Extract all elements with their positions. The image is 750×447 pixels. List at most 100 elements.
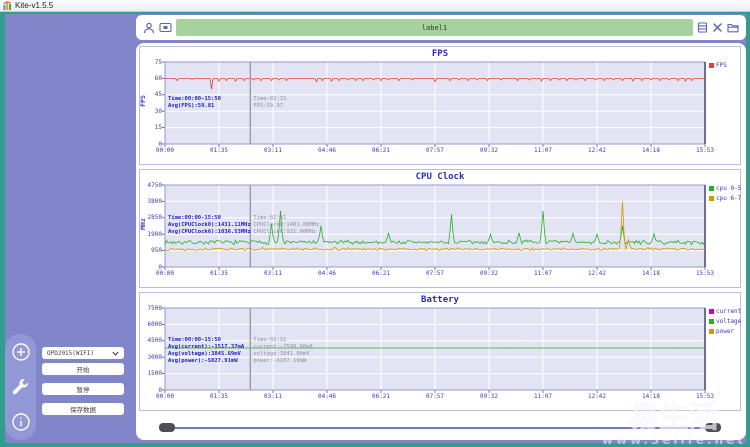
- annotation-summary: Time:00:00-15:50 Avg(FPS):59.81: [168, 96, 221, 110]
- x-tick-label: 03:11: [263, 270, 283, 277]
- x-tick-label: 04:46: [317, 147, 337, 154]
- annotation-line: Time:00:00-15:50: [168, 337, 221, 343]
- device-select-value: OPD2015(WIFI): [47, 349, 94, 357]
- chart-title: CPU Clock: [415, 172, 465, 182]
- time-range-slider-handle-right[interactable]: [705, 423, 721, 432]
- annotation-line: current:-1590.00mA: [253, 344, 313, 350]
- label-input[interactable]: label1: [176, 19, 693, 36]
- x-tick-label: 06:21: [371, 393, 391, 400]
- y-tick-label: 4500: [147, 337, 162, 345]
- x-tick-label: 12:42: [587, 393, 607, 400]
- annotation-line: Avg(current):-1517.37mA: [168, 344, 245, 350]
- annotation-line: Avg(CPUClock0):1431.11MHz: [168, 222, 251, 228]
- y-tick-label: 7500: [147, 304, 162, 312]
- save-data-button[interactable]: 保存数据: [42, 403, 124, 415]
- save-icon[interactable]: [697, 22, 708, 33]
- annotation-line: Avg(voltage):3845.69mV: [168, 351, 241, 357]
- x-tick-label: 15:53: [695, 270, 715, 277]
- tool-pill: [5, 334, 36, 440]
- start-button-label: 开始: [76, 366, 90, 374]
- y-tick-label: 3000: [147, 353, 162, 361]
- plot-area-battery[interactable]: [140, 293, 740, 410]
- app-logo-icon: [3, 1, 12, 10]
- x-tick-label: 09:32: [479, 147, 499, 154]
- cut-icon[interactable]: [712, 22, 723, 33]
- annotation-line: Avg(CPUClock6):1036.53MHz: [168, 229, 251, 235]
- legend-swatch: [709, 309, 714, 314]
- device-select[interactable]: OPD2015(WIFI): [42, 347, 124, 359]
- legend: FPS: [709, 62, 727, 72]
- x-tick-label: 12:42: [587, 147, 607, 154]
- plot-area-fps[interactable]: [140, 47, 740, 164]
- save-data-button-label: 保存数据: [70, 406, 96, 414]
- annotation-cursor: Time:02:31 CPUClock0:1401.00MHz CPUClock6:…: [253, 215, 319, 236]
- chart-card-battery: Battery 0 1500 3000 4500 6000 7500 00:00 01:35 03…: [139, 292, 741, 411]
- annotation-line: CPUClock6:921.00MHz: [253, 229, 317, 235]
- annotation-line: Time:00:00-15:50: [168, 215, 221, 221]
- legend-label: FPS: [716, 62, 727, 69]
- x-tick-label: 07:57: [425, 147, 445, 154]
- annotation-summary: Time:00:00-15:50 Avg(CPUClock0):1431.11MH…: [168, 215, 251, 236]
- legend-swatch: [709, 196, 714, 201]
- add-icon[interactable]: [11, 342, 31, 362]
- annotation-line: voltage:3841.00mV: [253, 351, 310, 357]
- x-tick-label: 14:18: [641, 393, 661, 400]
- y-tick-label: 2850: [147, 214, 162, 222]
- legend: cpu 0-5 cpu 6-7: [709, 185, 741, 205]
- legend-swatch: [709, 329, 714, 334]
- y-tick-label: 0: [158, 263, 162, 271]
- y-tick-label: 0: [158, 140, 162, 148]
- annotation-line: Avg(FPS):59.81: [168, 103, 215, 109]
- y-tick-label: 15: [154, 124, 162, 132]
- y-axis-label: FPS: [139, 95, 147, 107]
- time-range-slider-handle-left[interactable]: [159, 423, 175, 432]
- y-tick-label: 6000: [147, 320, 162, 328]
- legend-item: voltage: [709, 318, 741, 325]
- annotation-line: FPS:59.97: [253, 103, 284, 109]
- wrench-icon[interactable]: [11, 377, 30, 396]
- annotation-cursor: Time:02:31 FPS:59.97: [253, 96, 286, 110]
- start-button[interactable]: 开始: [42, 363, 124, 375]
- x-tick-label: 15:53: [695, 393, 715, 400]
- x-tick-label: 00:00: [155, 270, 175, 277]
- legend-swatch: [709, 63, 714, 68]
- legend-item: cpu 6-7: [709, 195, 741, 202]
- chart-card-fps: FPS FPS 0 15 30 45 60 75 00:00 01:35 03:11 04:46 06:…: [139, 46, 741, 165]
- pause-button[interactable]: 暂停: [42, 383, 124, 395]
- y-tick-label: 3800: [147, 197, 162, 205]
- info-icon[interactable]: [11, 412, 31, 432]
- annotation-cursor: Time:02:31 current:-1590.00mA voltage:3841…: [253, 337, 313, 365]
- y-tick-label: 60: [154, 74, 162, 82]
- user-icon[interactable]: [143, 22, 155, 34]
- annotation-line: Time:00:00-15:50: [168, 96, 221, 102]
- series-cpu-6-7: [164, 201, 706, 252]
- window-titlebar: Kite-v1.5.5: [0, 0, 750, 12]
- x-tick-label: 11:07: [533, 147, 553, 154]
- annotation-line: Time:02:31: [253, 215, 287, 221]
- y-tick-label: 1900: [147, 230, 162, 238]
- label-input-value: label1: [421, 23, 448, 32]
- annotation-summary: Time:00:00-15:50 Avg(current):-1517.37mA A…: [168, 337, 244, 365]
- x-tick-label: 11:07: [533, 393, 553, 400]
- legend-swatch: [709, 186, 714, 191]
- time-range-slider-track[interactable]: [166, 427, 714, 429]
- y-tick-label: 0: [158, 386, 162, 394]
- legend-item: cpu 0-5: [709, 185, 741, 192]
- x-tick-label: 12:42: [587, 270, 607, 277]
- x-tick-label: 06:21: [371, 270, 391, 277]
- x-tick-label: 03:11: [263, 393, 283, 400]
- plot-area-cpu-clock[interactable]: [140, 170, 740, 287]
- legend-label: voltage: [716, 318, 742, 325]
- x-tick-label: 01:35: [209, 393, 229, 400]
- screenshot-icon[interactable]: [159, 22, 172, 33]
- charts-panel: FPS FPS 0 15 30 45 60 75 00:00 01:35 03:11 04:46 06:…: [136, 43, 746, 440]
- chart-title: Battery: [421, 295, 459, 305]
- y-tick-label: 1500: [147, 370, 162, 378]
- annotation-line: power:-6107.19mW: [253, 358, 307, 364]
- x-tick-label: 11:07: [533, 270, 553, 277]
- legend-label: cpu 6-7: [716, 195, 742, 202]
- y-tick-label: 75: [154, 58, 162, 66]
- export-folder-icon[interactable]: [727, 22, 739, 33]
- x-tick-label: 00:00: [155, 393, 175, 400]
- topbar: label1: [136, 15, 746, 40]
